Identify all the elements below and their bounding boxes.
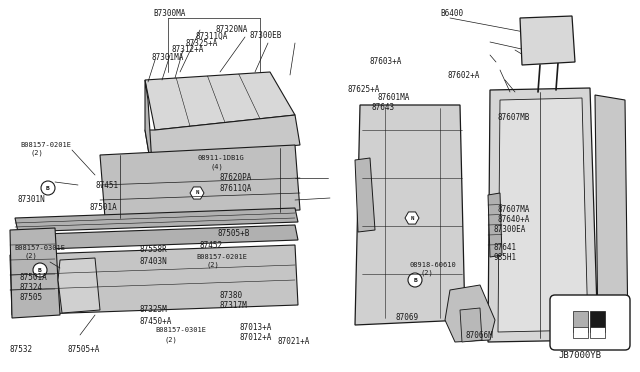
Text: 87505+A: 87505+A	[68, 346, 100, 355]
Text: 87641: 87641	[494, 244, 517, 253]
Polygon shape	[100, 145, 300, 218]
Text: 87324: 87324	[20, 283, 43, 292]
Polygon shape	[488, 193, 502, 257]
Text: B7300MA: B7300MA	[153, 10, 186, 19]
Polygon shape	[498, 98, 588, 332]
Polygon shape	[355, 158, 375, 232]
Text: 87013+A: 87013+A	[240, 324, 273, 333]
Text: 87021+A: 87021+A	[278, 337, 310, 346]
Text: 87300EB: 87300EB	[250, 32, 282, 41]
Text: 87620PA: 87620PA	[220, 173, 252, 183]
Text: 87380: 87380	[220, 291, 243, 299]
Polygon shape	[145, 80, 152, 165]
Text: (2): (2)	[165, 337, 178, 343]
Text: 87643: 87643	[372, 103, 395, 112]
Polygon shape	[595, 95, 628, 338]
Text: 87532: 87532	[10, 346, 33, 355]
Text: B: B	[46, 186, 50, 190]
Text: 87602+A: 87602+A	[448, 71, 481, 80]
FancyBboxPatch shape	[589, 327, 605, 337]
Text: 87320NA: 87320NA	[215, 25, 248, 33]
Text: B08157-0301E: B08157-0301E	[14, 245, 65, 251]
Text: 87311QA: 87311QA	[196, 32, 228, 41]
Text: 87325M: 87325M	[140, 305, 168, 314]
FancyBboxPatch shape	[573, 327, 588, 337]
Text: N: N	[410, 215, 413, 221]
Text: 87558R: 87558R	[140, 246, 168, 254]
Text: B08157-0201E: B08157-0201E	[196, 254, 247, 260]
FancyBboxPatch shape	[573, 311, 588, 331]
Text: B08157-0301E: B08157-0301E	[155, 327, 206, 333]
Text: (2): (2)	[206, 262, 219, 268]
Text: 87603+A: 87603+A	[370, 58, 403, 67]
Text: 87607MA: 87607MA	[498, 205, 531, 215]
FancyBboxPatch shape	[550, 295, 630, 350]
Text: 87501A: 87501A	[90, 203, 118, 212]
Polygon shape	[488, 88, 598, 342]
Text: JB7000YB: JB7000YB	[558, 350, 601, 359]
Text: 87312+A: 87312+A	[172, 45, 204, 55]
Text: (2): (2)	[30, 150, 43, 156]
Text: (4): (4)	[210, 164, 223, 170]
Polygon shape	[460, 308, 482, 342]
Text: 87611QA: 87611QA	[220, 183, 252, 192]
Text: 87505: 87505	[20, 294, 43, 302]
Text: 87451: 87451	[96, 180, 119, 189]
Polygon shape	[405, 212, 419, 224]
Polygon shape	[58, 258, 100, 313]
Circle shape	[41, 181, 55, 195]
Text: 87640+A: 87640+A	[498, 215, 531, 224]
Text: 87317M: 87317M	[220, 301, 248, 310]
Polygon shape	[15, 225, 298, 250]
Text: 87450+A: 87450+A	[140, 317, 172, 327]
Polygon shape	[520, 16, 575, 65]
Polygon shape	[10, 228, 60, 318]
Text: 87505+B: 87505+B	[218, 228, 250, 237]
Text: 87069: 87069	[395, 314, 418, 323]
Text: 87066M: 87066M	[465, 330, 493, 340]
Text: 87601MA: 87601MA	[378, 93, 410, 103]
Polygon shape	[355, 105, 465, 325]
Text: B08157-0201E: B08157-0201E	[20, 142, 71, 148]
Text: 87012+A: 87012+A	[240, 334, 273, 343]
Text: 87607MB: 87607MB	[498, 113, 531, 122]
Text: 87625+A: 87625+A	[348, 86, 380, 94]
Polygon shape	[145, 115, 300, 160]
Text: (2): (2)	[420, 270, 433, 276]
Polygon shape	[15, 208, 298, 232]
FancyBboxPatch shape	[589, 311, 605, 331]
Polygon shape	[10, 245, 298, 315]
Text: B6400: B6400	[440, 10, 463, 19]
Polygon shape	[445, 285, 495, 342]
Text: 08918-60610: 08918-60610	[410, 262, 457, 268]
Circle shape	[408, 273, 422, 287]
Text: B: B	[38, 267, 42, 273]
Text: (2): (2)	[24, 253, 36, 259]
Text: N: N	[195, 190, 198, 196]
Polygon shape	[190, 187, 204, 199]
Text: 87301N: 87301N	[18, 196, 45, 205]
Circle shape	[33, 263, 47, 277]
Text: 87301MA: 87301MA	[152, 52, 184, 61]
Text: 87452: 87452	[200, 241, 223, 250]
Text: B: B	[413, 278, 417, 282]
Text: 87325+A: 87325+A	[185, 38, 218, 48]
Text: 87300EA: 87300EA	[494, 225, 526, 234]
Polygon shape	[145, 72, 295, 130]
Text: 87501A: 87501A	[20, 273, 48, 282]
Text: 985H1: 985H1	[494, 253, 517, 263]
Text: 08911-1DB1G: 08911-1DB1G	[198, 155, 244, 161]
Text: 87403N: 87403N	[140, 257, 168, 266]
